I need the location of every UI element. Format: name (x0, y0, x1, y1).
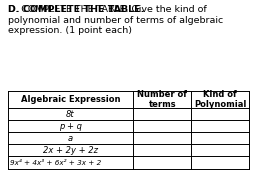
Text: a: a (68, 134, 73, 143)
Text: Kind of
Polynomial: Kind of Polynomial (194, 90, 246, 109)
Text: Number of
terms: Number of terms (137, 90, 187, 109)
Text: D. COMPLETE THE TABLE.: D. COMPLETE THE TABLE. (8, 5, 144, 14)
Text: 8t: 8t (66, 110, 75, 119)
Text: 9x⁴ + 4x³ + 6x² + 3x + 2: 9x⁴ + 4x³ + 6x² + 3x + 2 (10, 159, 102, 165)
Text: D. COMPLETE THE TABLE. Give the kind of
polynomial and number of terms of algebr: D. COMPLETE THE TABLE. Give the kind of … (8, 5, 223, 35)
Text: Algebraic Expression: Algebraic Expression (21, 95, 120, 104)
Text: p + q: p + q (59, 122, 82, 131)
Text: 2x + 2y + 2z: 2x + 2y + 2z (43, 146, 98, 155)
